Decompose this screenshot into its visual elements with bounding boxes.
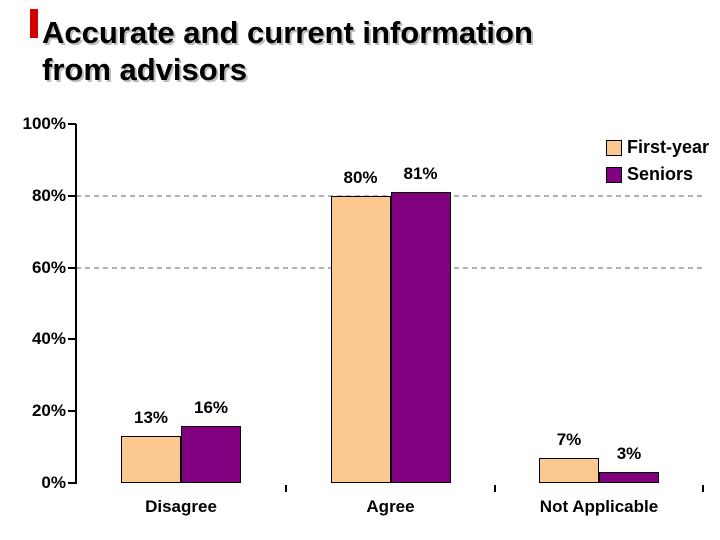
bar-value-label: 13% [133,408,169,428]
bar-value-label: 7% [556,429,582,449]
bar-value-label: 80% [343,167,378,187]
x-axis-tick [494,485,496,492]
bar-first-year-not-applicable [539,457,599,483]
y-axis-label: 80% [31,185,66,205]
slide-title-line2: from advisors [42,52,248,87]
category-label: Agree [366,497,415,516]
legend-label: First-year [627,137,710,157]
y-axis-tick [68,410,76,413]
slide-title: Accurate and current information from ad… [42,14,682,88]
y-axis-label: 60% [31,257,66,277]
y-axis-label: 100% [22,114,66,133]
y-axis-tick [68,338,76,341]
category-label: Disagree [145,497,217,516]
category-label: Not Applicable [539,497,659,516]
bar-first-year-agree [330,195,391,483]
bar-value-label: 3% [616,444,642,464]
x-axis-tick [702,485,704,492]
bar-value-label: 81% [403,164,438,184]
bar-value-label: 16% [193,397,229,417]
bar-first-year-disagree [121,436,181,483]
legend-swatch-first-year [606,140,622,156]
red-accent-bar [30,9,38,38]
y-axis-label: 0% [41,473,66,492]
y-axis-line [75,124,77,484]
legend-label: Seniors [627,164,694,184]
bar-seniors-not-applicable [599,472,659,483]
bar-seniors-agree [390,192,451,483]
x-axis-tick [285,485,287,492]
legend-swatch-seniors [606,167,622,183]
y-axis-label: 20% [31,401,66,421]
y-axis-label: 40% [31,329,66,349]
y-axis-tick [68,482,76,484]
y-axis-tick [68,266,76,269]
y-axis-tick [68,194,76,197]
slide-title-line1: Accurate and current information [42,15,533,50]
y-axis-tick [68,123,76,125]
bar-seniors-disagree [181,425,241,483]
